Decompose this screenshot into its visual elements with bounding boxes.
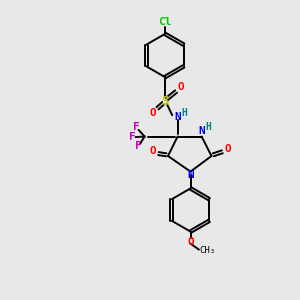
Text: H: H: [205, 122, 211, 133]
Text: S: S: [161, 95, 169, 108]
Text: H: H: [181, 108, 187, 118]
Text: F: F: [133, 122, 140, 133]
Text: O: O: [187, 237, 194, 247]
Text: F: F: [129, 132, 135, 142]
Text: F: F: [135, 141, 141, 151]
Text: N: N: [187, 170, 194, 180]
Text: O: O: [150, 108, 156, 118]
Text: CH₃: CH₃: [199, 246, 215, 255]
Text: O: O: [225, 144, 232, 154]
Text: Cl: Cl: [158, 17, 172, 27]
Text: O: O: [149, 146, 156, 156]
Text: N: N: [198, 126, 205, 136]
Text: O: O: [177, 82, 184, 92]
Text: N: N: [174, 112, 181, 122]
